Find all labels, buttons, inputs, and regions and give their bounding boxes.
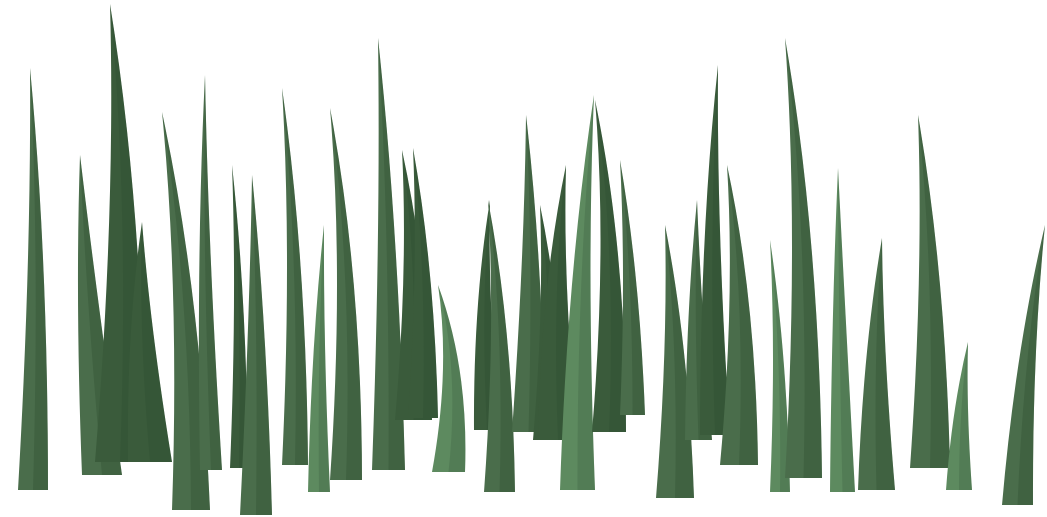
grass-blade <box>282 88 308 465</box>
grass-blade <box>512 115 545 432</box>
grass-blade-shade <box>785 38 822 478</box>
grass-blade-shade <box>30 68 48 490</box>
grass-blade-shade <box>378 38 405 470</box>
grass-blade-shade <box>162 112 210 510</box>
grass-blade <box>230 165 248 468</box>
grass-blade-shade <box>438 285 466 472</box>
grass-blade <box>785 38 822 478</box>
grass-blade-shade <box>712 65 730 435</box>
grass-blade-shade <box>318 225 330 492</box>
grass-blade <box>372 38 405 470</box>
grass-blade-shade <box>918 115 950 468</box>
grass-blade <box>1002 225 1045 505</box>
grass-blade <box>830 168 855 492</box>
grass-blade <box>432 285 466 472</box>
grass-blade <box>560 95 595 490</box>
grass-blade-shade <box>556 165 578 440</box>
grass-blade-shade <box>595 100 627 432</box>
grass-blade <box>620 160 645 415</box>
grass-blade-shade <box>695 200 712 440</box>
grass-blade <box>77 155 122 475</box>
grass-blade <box>240 175 272 515</box>
grass-blade-shade <box>959 342 972 490</box>
grass-blade <box>162 112 210 510</box>
grass-blade-shade <box>232 165 248 468</box>
grass-blade <box>700 65 730 435</box>
grass-blades-group <box>18 4 1045 515</box>
grass-blade <box>408 148 438 418</box>
grass-blade-shade <box>875 238 895 490</box>
grass-blade <box>656 225 694 498</box>
grass-blade-shade <box>620 160 645 415</box>
grass-blade <box>858 238 895 490</box>
grass-blade-shade <box>484 200 500 430</box>
grass-blade-shade <box>577 95 595 490</box>
grass-blade-shade <box>488 200 515 492</box>
grass-blade <box>946 342 972 490</box>
grass-blade-shade <box>204 75 222 470</box>
grass-blade <box>484 200 515 492</box>
grass-blade-shade <box>141 222 172 462</box>
grass-blade-shade <box>252 175 272 515</box>
grass-blade <box>127 222 172 462</box>
grass-blade-shade <box>770 240 790 492</box>
grass-blade-shade <box>838 168 855 492</box>
grass-blade-shade <box>413 148 438 418</box>
grass-blade <box>770 240 790 492</box>
grass-blade <box>308 225 330 492</box>
grass-blade <box>592 100 627 432</box>
grass-blade-shade <box>727 165 758 465</box>
grass-blade <box>198 75 222 470</box>
grass-blade <box>720 165 758 465</box>
grass-blade <box>330 108 362 480</box>
grass-blade-shade <box>282 88 308 465</box>
grass-blade-shade <box>330 108 362 480</box>
grass-blade <box>18 68 48 490</box>
grass-blade <box>910 115 950 468</box>
grass-blade-shade <box>1017 225 1045 505</box>
